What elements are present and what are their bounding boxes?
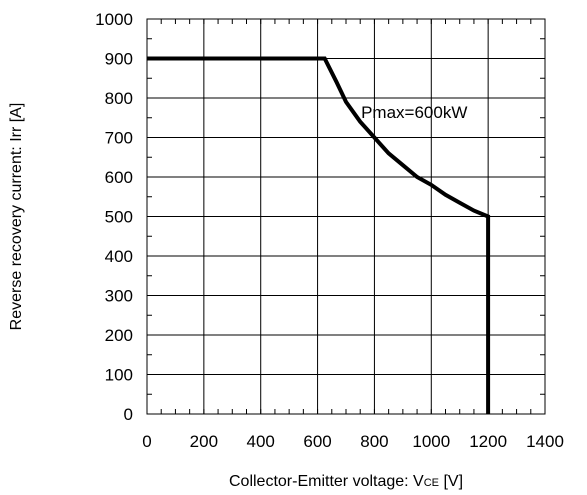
y-tick-label: 1000 — [95, 10, 133, 29]
y-tick-label: 200 — [105, 326, 133, 345]
y-tick-labels: 0 100 200 300 400 500 600 700 800 900 1000 — [95, 10, 133, 424]
x-tick-label: 400 — [247, 432, 275, 451]
x-tick-label: 0 — [142, 432, 151, 451]
x-tick-labels: 0 200 400 600 800 1000 1200 1400 — [142, 432, 564, 451]
series-line — [147, 56, 491, 414]
y-tick-label: 700 — [105, 129, 133, 148]
x-axis-title: Collector-Emitter voltage: VCE [V] — [229, 473, 463, 490]
y-axis-title: Reverse recovery current: Irr [A] — [8, 103, 25, 331]
y-tick-label: 0 — [124, 405, 133, 424]
x-tick-label: 600 — [303, 432, 331, 451]
x-axis-title-unit: [V] — [439, 473, 463, 490]
y-tick-label: 900 — [105, 50, 133, 69]
plot-frame — [146, 18, 546, 415]
x-tick-label: 200 — [190, 432, 218, 451]
x-axis-title-main: Collector-Emitter voltage: V — [229, 473, 424, 490]
y-tick-label: 600 — [105, 168, 133, 187]
y-tick-label: 800 — [105, 89, 133, 108]
y-tick-label: 300 — [105, 287, 133, 306]
y-tick-label: 400 — [105, 247, 133, 266]
y-tick-label: 500 — [105, 208, 133, 227]
annotation-pmax: Pmax=600kW — [361, 103, 467, 122]
x-tick-label: 1200 — [469, 432, 507, 451]
x-tick-label: 800 — [360, 432, 388, 451]
x-tick-label: 1000 — [412, 432, 450, 451]
y-tick-label: 100 — [105, 366, 133, 385]
x-tick-label: 1400 — [526, 432, 564, 451]
x-axis-title-subscript: CE — [424, 477, 439, 489]
